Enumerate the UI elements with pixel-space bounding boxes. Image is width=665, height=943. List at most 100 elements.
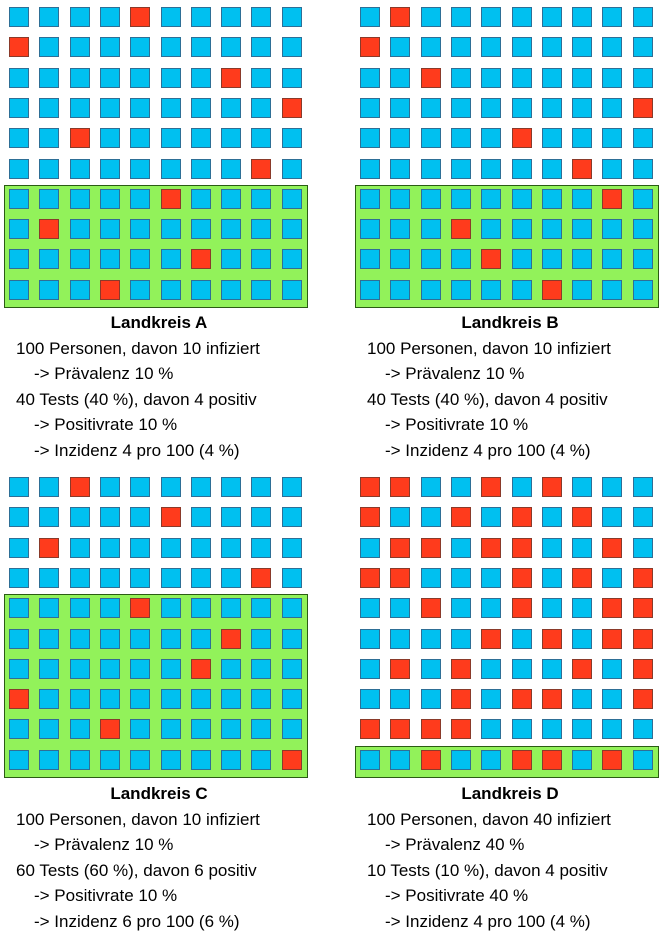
population-grid — [355, 475, 665, 780]
person-square — [160, 37, 181, 58]
person-square — [160, 158, 181, 179]
incidence-line: -> Inzidenz 4 pro 100 (4 %) — [385, 911, 591, 931]
person-square — [160, 537, 181, 558]
person-square — [190, 158, 211, 179]
person-square — [130, 219, 151, 240]
person-square — [99, 37, 120, 58]
person-square — [511, 188, 532, 209]
person-square — [420, 507, 441, 528]
infected-person-square — [251, 158, 272, 179]
infected-person-square — [541, 279, 562, 300]
person-square — [69, 279, 90, 300]
person-square — [9, 507, 29, 528]
infected-person-square — [481, 477, 502, 497]
person-square — [360, 658, 380, 679]
person-square — [572, 188, 593, 209]
person-square — [541, 128, 562, 149]
person-square — [9, 219, 29, 240]
person-square — [541, 507, 562, 528]
person-square — [602, 507, 623, 528]
person-square — [39, 7, 60, 27]
person-square — [99, 537, 120, 558]
infected-person-square — [190, 658, 211, 679]
person-square — [99, 628, 120, 649]
infected-person-square — [450, 219, 471, 240]
person-square — [190, 128, 211, 149]
person-square — [99, 507, 120, 528]
person-square — [190, 188, 211, 209]
person-square — [9, 567, 29, 588]
person-square — [39, 279, 60, 300]
infected-person-square — [281, 749, 302, 770]
panel-text: Landkreis A 100 Personen, davon 10 infiz… — [4, 310, 314, 463]
infected-person-square — [130, 7, 151, 27]
person-square — [39, 97, 60, 118]
person-square — [160, 219, 181, 240]
person-square — [130, 749, 151, 770]
infected-person-square — [420, 598, 441, 619]
person-square — [221, 537, 242, 558]
person-square — [511, 279, 532, 300]
person-square — [69, 689, 90, 710]
infected-person-square — [390, 719, 411, 740]
person-square — [99, 658, 120, 679]
person-square — [481, 279, 502, 300]
person-square — [160, 7, 181, 27]
infected-person-square — [450, 689, 471, 710]
infected-person-square — [511, 567, 532, 588]
person-square — [281, 567, 302, 588]
infected-person-square — [511, 749, 532, 770]
population-grid — [4, 5, 314, 310]
person-square — [39, 598, 60, 619]
person-square — [450, 128, 471, 149]
person-square — [281, 719, 302, 740]
person-square — [420, 477, 441, 497]
person-square — [221, 158, 242, 179]
person-square — [281, 158, 302, 179]
infected-person-square — [632, 658, 653, 679]
person-square — [251, 188, 272, 209]
tests-line: 10 Tests (10 %), davon 4 positiv — [367, 860, 608, 880]
person-square — [251, 67, 272, 88]
tested-area — [4, 594, 308, 778]
person-square — [390, 97, 411, 118]
person-square — [221, 249, 242, 270]
person-square — [9, 158, 29, 179]
person-square — [130, 719, 151, 740]
person-square — [541, 158, 562, 179]
person-square — [390, 749, 411, 770]
tests-line: 40 Tests (40 %), davon 4 positiv — [16, 389, 257, 409]
infected-person-square — [602, 598, 623, 619]
person-square — [420, 7, 441, 27]
person-square — [481, 567, 502, 588]
person-square — [541, 249, 562, 270]
person-square — [360, 128, 380, 149]
person-square — [190, 507, 211, 528]
prevalence-line: -> Prävalenz 10 % — [385, 364, 525, 383]
person-square — [160, 567, 181, 588]
person-square — [281, 249, 302, 270]
panel-text: Landkreis D 100 Personen, davon 40 infiz… — [355, 781, 665, 934]
infected-person-square — [572, 158, 593, 179]
person-square — [360, 628, 380, 649]
person-square — [9, 128, 29, 149]
person-square — [632, 477, 653, 497]
prevalence-line: -> Prävalenz 10 % — [34, 364, 174, 383]
person-square — [39, 507, 60, 528]
person-square — [69, 719, 90, 740]
infected-person-square — [69, 477, 90, 497]
panel-title: Landkreis A — [110, 313, 208, 332]
person-square — [450, 67, 471, 88]
person-square — [360, 598, 380, 619]
person-square — [9, 279, 29, 300]
person-square — [99, 598, 120, 619]
person-square — [190, 67, 211, 88]
person-square — [69, 7, 90, 27]
infected-person-square — [541, 749, 562, 770]
person-square — [221, 188, 242, 209]
person-square — [450, 188, 471, 209]
person-square — [541, 719, 562, 740]
person-square — [572, 477, 593, 497]
person-square — [602, 219, 623, 240]
person-square — [190, 219, 211, 240]
